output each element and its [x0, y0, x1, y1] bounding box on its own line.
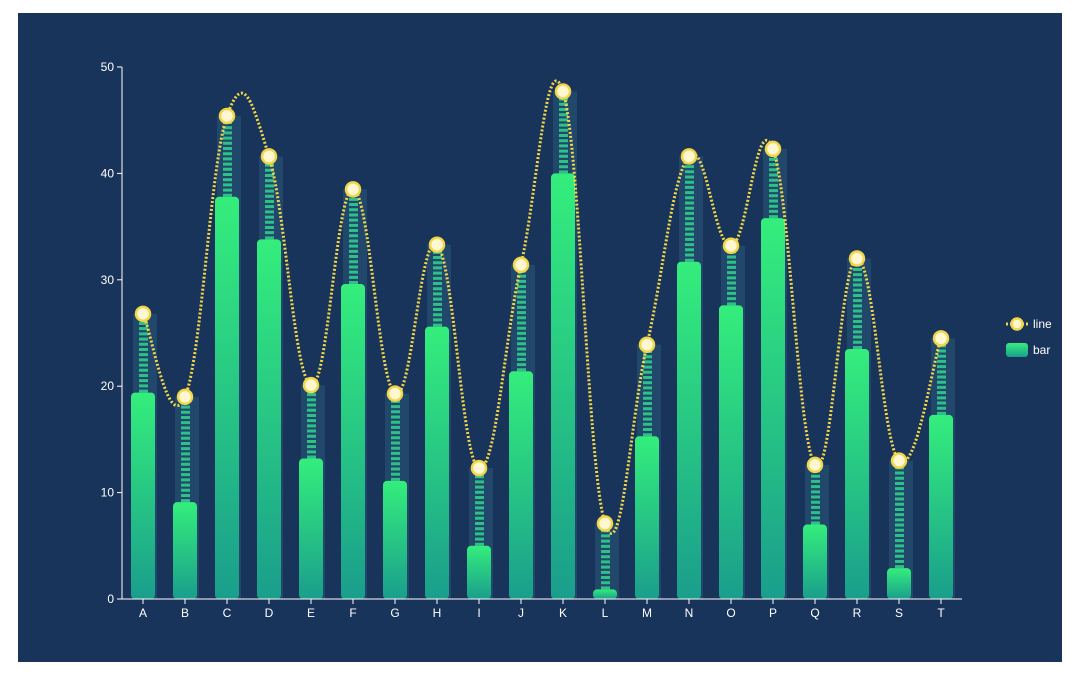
line-series-path — [141, 79, 943, 535]
line-point-B[interactable] — [176, 388, 194, 406]
x-tick-label: O — [726, 606, 735, 620]
bar-C[interactable] — [215, 196, 239, 600]
bar-H[interactable] — [425, 326, 449, 599]
bar-M[interactable] — [635, 436, 659, 599]
x-tick-label: G — [390, 606, 399, 620]
y-tick-label: 0 — [107, 592, 114, 606]
x-tick-label: R — [853, 606, 862, 620]
line-point-Q[interactable] — [806, 456, 824, 474]
bar-G[interactable] — [383, 480, 407, 599]
line-point-T[interactable] — [932, 330, 950, 347]
line-point-I[interactable] — [470, 459, 488, 477]
x-tick-label: L — [602, 606, 609, 620]
line-point-E[interactable] — [302, 376, 320, 394]
x-tick-label: T — [937, 606, 945, 620]
x-tick-label: H — [433, 606, 442, 620]
x-tick-label: K — [559, 606, 567, 620]
line-point-G[interactable] — [386, 385, 404, 402]
bar-P[interactable] — [761, 218, 785, 599]
bar-R[interactable] — [845, 348, 869, 599]
bar-B[interactable] — [173, 502, 197, 599]
bar-Q[interactable] — [803, 524, 827, 599]
y-tick-label: 40 — [101, 166, 115, 180]
line-point-D[interactable] — [260, 148, 278, 165]
line-point-O[interactable] — [722, 237, 740, 255]
x-tick-label: M — [642, 606, 652, 620]
line-point-K[interactable] — [554, 83, 572, 100]
y-tick-label: 20 — [101, 379, 115, 393]
x-tick-label: Q — [810, 606, 819, 620]
x-tick-label: S — [895, 606, 903, 620]
legend-bar-label[interactable]: bar — [1033, 343, 1050, 357]
x-tick-label: B — [181, 606, 189, 620]
bar-T[interactable] — [929, 414, 953, 599]
x-tick-label: N — [685, 606, 694, 620]
x-tick-label: C — [223, 606, 232, 620]
bar-L[interactable] — [593, 589, 617, 599]
x-tick-label: J — [518, 606, 524, 620]
line-point-N[interactable] — [680, 148, 698, 165]
legend-line-label[interactable]: line — [1033, 317, 1052, 331]
line-point-J[interactable] — [512, 256, 530, 274]
line-point-C[interactable] — [218, 107, 236, 125]
x-tick-label: D — [265, 606, 274, 620]
line-point-A[interactable] — [134, 305, 152, 323]
bar-D[interactable] — [257, 239, 281, 600]
legend-line-marker — [1010, 317, 1024, 331]
bar-J[interactable] — [509, 371, 533, 599]
bar-S[interactable] — [887, 568, 911, 599]
x-tick-label: A — [139, 606, 147, 620]
legend-bar-swatch — [1006, 343, 1028, 357]
x-tick-label: F — [349, 606, 356, 620]
bar-E[interactable] — [299, 458, 323, 599]
x-tick-label: P — [769, 606, 777, 620]
y-tick-label: 10 — [101, 486, 115, 500]
x-tick-label: I — [477, 606, 480, 620]
bar-A[interactable] — [131, 392, 155, 599]
bar-I[interactable] — [467, 545, 491, 599]
y-tick-label: 50 — [101, 60, 115, 74]
bar-O[interactable] — [719, 305, 743, 599]
line-point-R[interactable] — [848, 250, 866, 267]
line-point-M[interactable] — [638, 336, 656, 353]
line-point-H[interactable] — [428, 236, 446, 253]
y-tick-label: 30 — [101, 273, 115, 287]
bar-K[interactable] — [551, 173, 575, 599]
line-point-F[interactable] — [344, 181, 362, 198]
bar-N[interactable] — [677, 261, 701, 599]
line-point-S[interactable] — [890, 452, 908, 469]
line-point-P[interactable] — [764, 140, 782, 158]
line-point-L[interactable] — [596, 515, 614, 532]
bar-F[interactable] — [341, 284, 365, 599]
x-tick-label: E — [307, 606, 315, 620]
